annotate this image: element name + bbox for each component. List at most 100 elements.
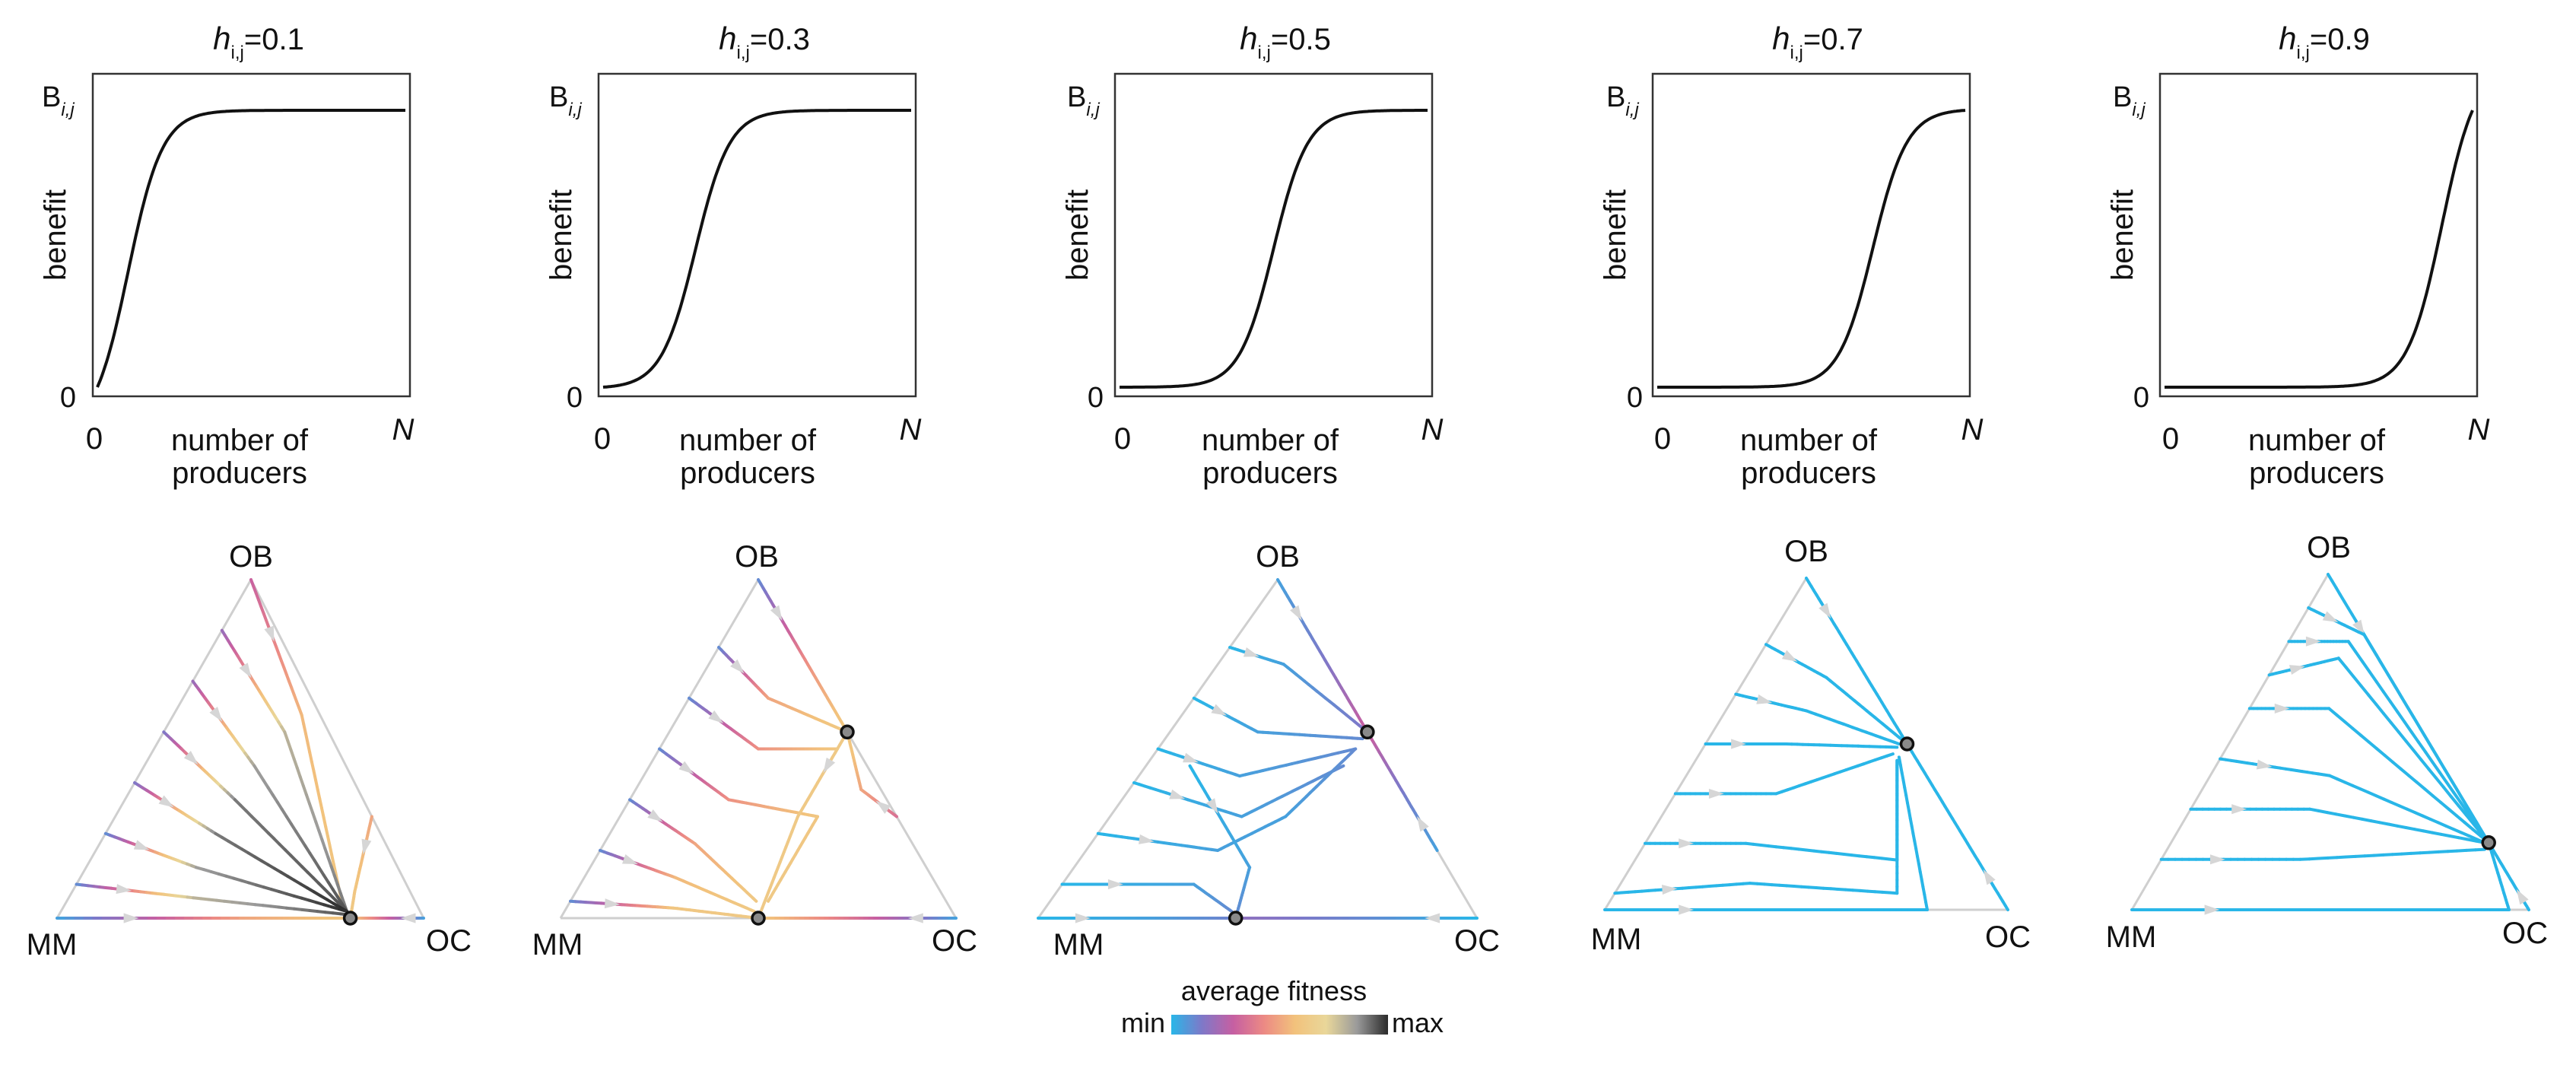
vertex-label-ob-1: OB [229, 540, 273, 574]
equilibrium-point [1901, 738, 1914, 750]
trajectory-segment [2376, 704, 2384, 714]
x-tick-n-4: N [1961, 413, 1984, 447]
trajectory-segment [2408, 707, 2414, 718]
trajectory-segment [1887, 754, 1893, 756]
direction-arrow [2323, 611, 2339, 622]
trajectory-segment [768, 897, 770, 901]
x-tick-n-5: N [2468, 413, 2490, 447]
trajectory-segment [2369, 742, 2377, 749]
vertex-label-mm-1: MM [27, 928, 78, 962]
trajectory-segment [2419, 742, 2425, 752]
trajectory [758, 580, 847, 732]
direction-arrow [1818, 603, 1831, 618]
x-tick-zero-2: 0 [594, 422, 611, 456]
legend-title: average fitness [1181, 975, 1367, 1006]
trajectory [1194, 698, 1363, 739]
direction-arrow [2210, 854, 2225, 864]
equilibrium-point [841, 726, 853, 738]
trajectory-segment [2426, 739, 2432, 749]
trajectory-segment [2414, 751, 2422, 760]
benefit-curve-1 [97, 110, 405, 387]
vertex-label-ob-2: OB [735, 540, 779, 574]
trajectory-segment [2445, 770, 2451, 780]
trajectory-segment [1899, 757, 1901, 764]
vertex-label-oc-3: OC [1454, 924, 1500, 958]
trajectories-1 [57, 580, 424, 923]
x-axis-label-3b: producers [1202, 456, 1338, 490]
trajectory-segment [2397, 712, 2404, 722]
legend-min-label: min [1121, 1007, 1165, 1038]
trajectories-4 [1605, 578, 2008, 915]
x-tick-zero-4: 0 [1654, 422, 1671, 456]
trajectory-segment [2425, 752, 2432, 762]
trajectory-segment [1230, 910, 1232, 911]
trajectory [2489, 843, 2529, 910]
direction-arrow [823, 758, 835, 773]
legend: average fitness min max [1121, 975, 1444, 1038]
plot-frame-2 [599, 74, 916, 396]
direction-arrow [1139, 834, 1155, 844]
trajectory-segment [2339, 658, 2346, 667]
trajectory [1038, 913, 1236, 923]
direction-arrow [1679, 904, 1694, 914]
ternary-panel-5: OB MM OC [2106, 531, 2548, 954]
x-axis-label-5b: producers [2249, 456, 2384, 490]
trajectory [1766, 644, 1907, 744]
trajectory-segment [2406, 741, 2414, 750]
trajectories-2 [570, 580, 956, 923]
direction-arrow [2306, 637, 2321, 647]
trajectory-segment [2393, 762, 2401, 769]
benefit-curve-2 [603, 110, 911, 387]
benefit-panel-4: hi,j=0.7 benefit Bi,j 0 0 N number of pr… [1599, 21, 1984, 490]
y-tick-zero-2: 0 [567, 382, 583, 414]
trajectory-segment [2432, 762, 2439, 772]
direction-arrow [2205, 904, 2220, 914]
trajectory-segment [2436, 778, 2444, 787]
trajectory-segment [2389, 676, 2395, 687]
trajectory [1062, 879, 1232, 911]
trajectory [1615, 761, 1897, 895]
trajectory [1098, 749, 1355, 851]
x-tick-n-1: N [392, 413, 415, 447]
trajectory-segment [2346, 667, 2354, 676]
trajectory-segment [753, 898, 756, 901]
trajectory [193, 682, 348, 912]
panel-title-3: hi,j=0.5 [1240, 21, 1331, 63]
direction-arrow [2517, 889, 2529, 904]
trajectory-segment [2371, 645, 2377, 656]
trajectory [351, 817, 372, 919]
y-axis-label-3: benefit [1061, 189, 1094, 281]
direction-arrow [1709, 789, 1724, 799]
direction-arrow [124, 913, 139, 923]
benefit-curve-5 [2165, 110, 2473, 387]
trajectory-segment [2369, 672, 2376, 682]
trajectory [1806, 578, 1907, 744]
trajectory [57, 913, 351, 923]
trajectory [1230, 647, 1367, 732]
trajectory-segment [2353, 729, 2362, 736]
x-axis-label-3a: number of [1202, 424, 1339, 457]
direction-arrow [1211, 704, 1227, 716]
y-tick-zero-3: 0 [1088, 382, 1104, 414]
x-tick-zero-5: 0 [2162, 422, 2179, 456]
trajectory [689, 698, 837, 749]
direction-arrow [1756, 695, 1772, 704]
y-tick-top-5: Bi,j [2113, 81, 2146, 120]
direction-arrow [770, 606, 783, 621]
plot-frame-5 [2160, 74, 2477, 396]
trajectory-segment [2377, 682, 2384, 691]
direction-arrow [622, 854, 638, 864]
trajectory-segment [2420, 728, 2426, 739]
equilibrium-point [1361, 726, 1374, 738]
direction-arrow [159, 795, 174, 807]
direction-arrow [1417, 816, 1429, 831]
trajectory-segment [2440, 772, 2447, 782]
trajectory-segment [2441, 803, 2449, 809]
equilibrium-point [752, 912, 764, 924]
direction-arrow [1984, 869, 1996, 885]
y-tick-zero-4: 0 [1627, 382, 1643, 414]
direction-arrow [1244, 647, 1259, 657]
ternary-panel-2: OB MM OC [532, 540, 977, 962]
trajectory-segment [751, 910, 754, 911]
